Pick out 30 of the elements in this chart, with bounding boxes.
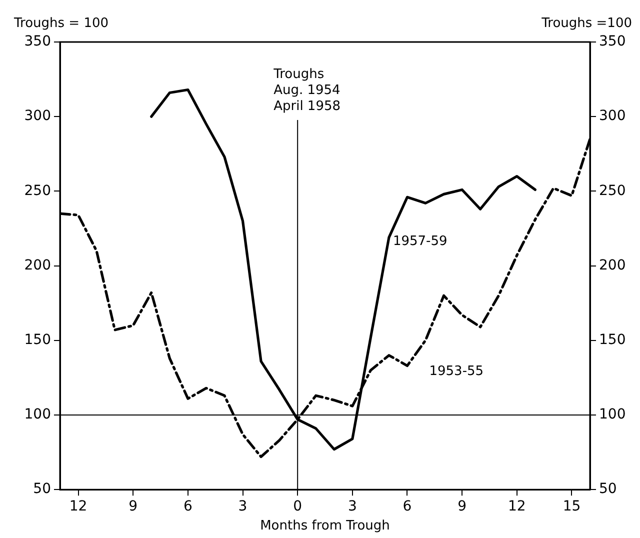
y2-tick-label: 250: [599, 182, 626, 199]
x-tick-label: 6: [183, 498, 192, 515]
y-tick-label: 300: [24, 108, 51, 124]
y2-tick-label: 350: [599, 34, 626, 50]
y2-axis-title: Troughs =100: [540, 16, 632, 31]
x-axis-title: Months from Trough: [260, 518, 390, 534]
x-tick-label: 9: [128, 498, 138, 515]
y2-tick-label: 150: [599, 332, 626, 348]
x-tick-label: 15: [562, 498, 581, 515]
y2-tick-label: 100: [599, 406, 626, 423]
x-tick-label: 0: [293, 498, 302, 515]
y-axis-title: Troughs = 100: [13, 16, 109, 31]
y2-tick-label: 200: [599, 257, 626, 274]
y2-tick-label: 300: [599, 108, 626, 124]
y-tick-label: 150: [24, 332, 51, 348]
series-label: 1957-59: [392, 234, 448, 249]
x-tick-label: 9: [458, 498, 467, 515]
x-tick-label: 3: [348, 498, 357, 515]
y-tick-label: 200: [24, 257, 51, 274]
y-tick-label: 50: [33, 481, 51, 498]
x-tick-label: 12: [508, 498, 526, 515]
series-label: 1953-55: [429, 364, 484, 380]
x-tick-label: 3: [238, 498, 248, 515]
ref-line-label: Troughs Aug. 1954 April 1958: [272, 66, 341, 114]
y-tick-label: 100: [24, 406, 51, 423]
x-tick-label: 12: [69, 498, 88, 515]
y-tick-label: 350: [24, 34, 51, 50]
x-tick-label: 6: [402, 498, 412, 515]
y-tick-label: 250: [24, 182, 51, 199]
y2-tick-label: 50: [599, 481, 617, 498]
